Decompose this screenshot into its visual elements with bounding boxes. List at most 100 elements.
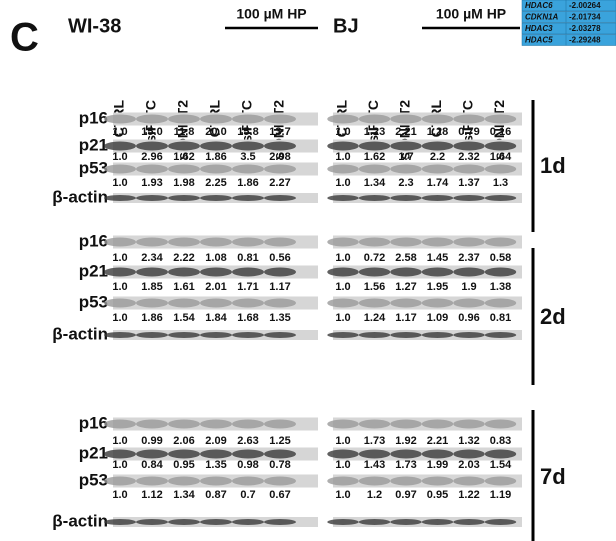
band bbox=[136, 477, 168, 486]
quantification-value: 1.0 bbox=[335, 312, 350, 324]
quantification-value: 0.81 bbox=[237, 252, 258, 264]
quantification-value: 1.09 bbox=[427, 312, 448, 324]
band bbox=[485, 477, 517, 486]
quantification-value: 0.67 bbox=[269, 489, 290, 501]
band bbox=[390, 268, 422, 277]
band bbox=[359, 195, 391, 201]
band bbox=[168, 420, 200, 429]
quantification-value: 1.7 bbox=[398, 151, 413, 163]
band bbox=[104, 165, 136, 174]
band bbox=[104, 299, 136, 308]
quantification-value: 0.97 bbox=[395, 489, 416, 501]
band bbox=[485, 332, 517, 338]
band bbox=[453, 268, 485, 277]
panel-label: C bbox=[10, 16, 39, 60]
table-value: -2.00264 bbox=[569, 1, 601, 10]
quantification-value: 1.08 bbox=[205, 252, 226, 264]
band bbox=[264, 477, 296, 486]
band bbox=[485, 165, 517, 174]
band bbox=[232, 195, 264, 201]
quantification-value: 2.63 bbox=[237, 435, 258, 447]
band bbox=[232, 332, 264, 338]
band bbox=[453, 195, 485, 201]
quantification-value: 1.86 bbox=[237, 177, 258, 189]
band bbox=[422, 477, 454, 486]
quantification-value: 1.98 bbox=[173, 177, 194, 189]
table-gene: HDAC3 bbox=[525, 24, 553, 33]
band bbox=[359, 420, 391, 429]
table-gene: CDKN1A bbox=[525, 13, 559, 22]
quantification-value: 2.01 bbox=[205, 281, 226, 293]
band bbox=[422, 332, 454, 338]
quantification-value: 0.81 bbox=[490, 312, 511, 324]
band bbox=[232, 115, 264, 124]
band bbox=[232, 165, 264, 174]
band bbox=[136, 268, 168, 277]
band bbox=[453, 420, 485, 429]
band bbox=[104, 420, 136, 429]
quantification-value: 2.06 bbox=[173, 435, 194, 447]
table-gene: HDAC6 bbox=[525, 1, 553, 10]
band bbox=[200, 477, 232, 486]
band bbox=[327, 477, 359, 486]
band bbox=[359, 142, 391, 151]
quantification-value: 1.85 bbox=[141, 281, 162, 293]
quantification-value: 1.95 bbox=[427, 281, 448, 293]
band bbox=[168, 299, 200, 308]
band bbox=[390, 115, 422, 124]
band bbox=[485, 450, 517, 459]
protein-label: p53 bbox=[79, 292, 108, 311]
band bbox=[485, 238, 517, 247]
band bbox=[136, 450, 168, 459]
band bbox=[264, 420, 296, 429]
quantification-value: 0.95 bbox=[427, 489, 448, 501]
band bbox=[104, 332, 136, 338]
quantification-value: 1.0 bbox=[112, 435, 127, 447]
table-gene: HDAC5 bbox=[525, 36, 553, 45]
band bbox=[104, 195, 136, 201]
band bbox=[327, 115, 359, 124]
quantification-value: 0.84 bbox=[141, 459, 163, 471]
band bbox=[168, 477, 200, 486]
quantification-value: 1.74 bbox=[427, 177, 449, 189]
quantification-value: 0.16 bbox=[490, 126, 511, 138]
quantification-value: 1.17 bbox=[269, 281, 290, 293]
cell-line-name: BJ bbox=[333, 15, 359, 37]
quantification-value: 1.23 bbox=[364, 126, 385, 138]
band bbox=[104, 115, 136, 124]
band bbox=[422, 268, 454, 277]
band bbox=[264, 195, 296, 201]
quantification-value: 1.64 bbox=[490, 151, 512, 163]
band bbox=[327, 519, 359, 525]
band bbox=[104, 238, 136, 247]
band bbox=[485, 195, 517, 201]
quantification-value: 1.32 bbox=[458, 435, 479, 447]
band bbox=[390, 477, 422, 486]
quantification-value: 2.32 bbox=[458, 151, 479, 163]
quantification-value: 1.0 bbox=[112, 459, 127, 471]
band bbox=[485, 519, 517, 525]
band bbox=[453, 332, 485, 338]
band bbox=[104, 450, 136, 459]
band bbox=[264, 238, 296, 247]
band bbox=[104, 142, 136, 151]
quantification-value: 1.45 bbox=[427, 252, 448, 264]
quantification-value: 1.71 bbox=[237, 281, 258, 293]
quantification-value: 2.03 bbox=[458, 459, 479, 471]
band bbox=[390, 519, 422, 525]
quantification-value: 0.87 bbox=[205, 489, 226, 501]
band bbox=[264, 450, 296, 459]
quantification-value: 2.21 bbox=[427, 435, 448, 447]
band bbox=[200, 195, 232, 201]
band bbox=[453, 238, 485, 247]
quantification-value: 1.0 bbox=[112, 177, 127, 189]
quantification-value: 1.62 bbox=[364, 151, 385, 163]
table-value: -2.29248 bbox=[569, 36, 601, 45]
band bbox=[327, 299, 359, 308]
band bbox=[136, 165, 168, 174]
band bbox=[422, 299, 454, 308]
band bbox=[485, 420, 517, 429]
band bbox=[359, 477, 391, 486]
quantification-value: 2.96 bbox=[141, 151, 162, 163]
quantification-value: 0.78 bbox=[269, 459, 290, 471]
